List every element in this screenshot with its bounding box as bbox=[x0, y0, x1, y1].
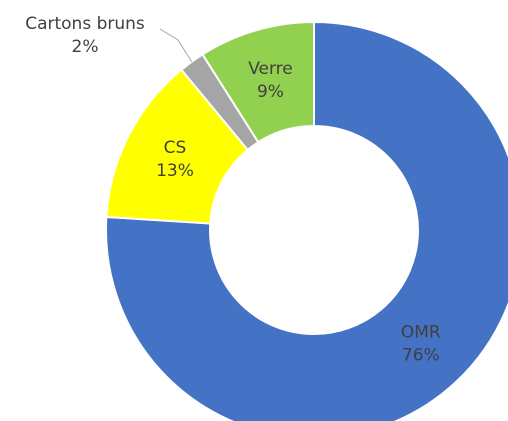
slice-value: 9% bbox=[257, 82, 284, 102]
slice-value: 76% bbox=[402, 346, 440, 366]
slice-value: 13% bbox=[156, 161, 194, 181]
donut-slice bbox=[201, 20, 315, 144]
slice-label: OMR bbox=[401, 323, 441, 343]
donut-slice bbox=[105, 20, 508, 421]
slice-label: CS bbox=[164, 138, 187, 158]
slice-value: 2% bbox=[72, 37, 99, 57]
slice-label: Cartons bruns bbox=[25, 14, 145, 34]
slice-label: Verre bbox=[248, 59, 293, 79]
leader-line bbox=[159, 28, 193, 62]
